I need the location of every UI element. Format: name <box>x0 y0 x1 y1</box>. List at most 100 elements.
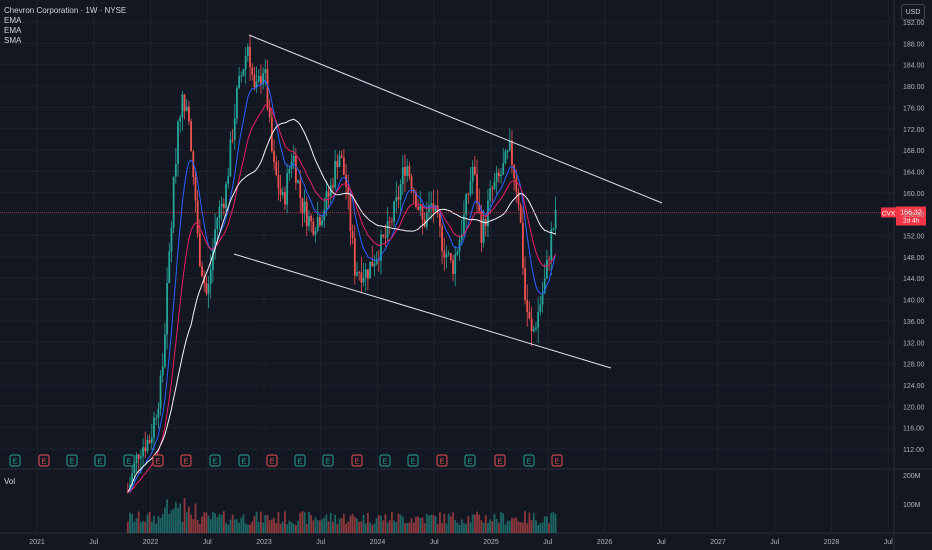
price-label-bg <box>896 206 926 226</box>
earnings-marker[interactable]: E <box>123 454 135 467</box>
volume-bar <box>168 514 171 533</box>
volume-bar <box>196 519 199 533</box>
earnings-marker[interactable]: E <box>152 454 164 467</box>
volume-bar <box>227 524 230 533</box>
volume-bar <box>161 514 164 533</box>
candle-body <box>441 226 444 252</box>
earnings-marker[interactable]: E <box>66 454 78 467</box>
volume-bar <box>266 515 269 533</box>
earnings-marker[interactable]: E <box>379 454 391 467</box>
earnings-marker[interactable]: E <box>266 454 278 467</box>
volume-bar <box>519 522 522 533</box>
candle-body <box>417 206 419 210</box>
volume-bar <box>297 520 299 533</box>
trend-channel[interactable] <box>233 34 663 369</box>
ema-line-1 <box>127 79 557 493</box>
volume-bar <box>428 515 430 533</box>
candle-body <box>502 162 505 175</box>
earnings-marker-label: E <box>13 459 18 466</box>
candle-body <box>135 454 138 464</box>
earnings-marker[interactable]: E <box>494 454 506 467</box>
candle-body <box>297 180 299 183</box>
time-tick-label: Jul <box>770 539 779 546</box>
volume-bar <box>198 524 201 533</box>
volume-bar <box>249 524 251 533</box>
candle-body <box>415 192 417 207</box>
candle-body <box>521 222 524 269</box>
volume-bar <box>515 517 518 533</box>
volume-bar <box>137 511 140 533</box>
volume-bar <box>342 513 345 533</box>
volume-bar <box>454 520 457 533</box>
volume-bar <box>388 520 391 533</box>
candle-body <box>384 236 387 238</box>
earnings-marker[interactable]: E <box>551 454 563 467</box>
volume-bar <box>458 524 461 533</box>
candle-body <box>327 191 330 197</box>
symbol-title[interactable]: Chevron Corporation · 1W · NYSE <box>4 6 127 15</box>
candle-body <box>360 272 363 283</box>
volume-bar <box>347 521 350 533</box>
time-tick-label: Jul <box>203 539 212 546</box>
volume-bar <box>500 511 502 533</box>
candle-body <box>212 249 214 270</box>
indicator-sma[interactable]: SMA <box>4 36 22 45</box>
volume-bar <box>236 519 238 533</box>
volume-bar <box>321 519 323 533</box>
candle-body <box>209 269 212 285</box>
candle-body <box>281 192 284 195</box>
earnings-marker-frame <box>322 454 334 467</box>
earnings-marker[interactable]: E <box>436 454 448 467</box>
candle-body <box>205 283 208 294</box>
earnings-marker[interactable]: E <box>38 454 50 467</box>
candle-body <box>179 117 182 122</box>
candle-body <box>126 491 129 493</box>
candle-body <box>382 234 385 237</box>
earnings-marker[interactable]: E <box>523 454 535 467</box>
volume-bar <box>157 515 160 533</box>
moving-averages <box>127 79 557 493</box>
candle-body <box>260 75 262 85</box>
candle-body <box>246 46 249 56</box>
volume-bar <box>356 518 358 533</box>
volume-bar <box>373 523 376 533</box>
earnings-marker[interactable]: E <box>322 454 334 467</box>
earnings-marker[interactable]: E <box>351 454 363 467</box>
earnings-marker[interactable]: E <box>407 454 419 467</box>
time-tick-label: 2021 <box>29 539 45 546</box>
earnings-marker[interactable]: E <box>180 454 192 467</box>
earnings-marker[interactable]: E <box>464 454 476 467</box>
candle-body <box>504 151 507 163</box>
currency-button[interactable]: USD <box>901 4 925 20</box>
earnings-marker[interactable]: E <box>9 454 21 467</box>
candle-body <box>185 106 188 111</box>
volume-bar <box>209 519 212 533</box>
earnings-marker[interactable]: E <box>294 454 306 467</box>
earnings-marker-frame <box>379 454 391 467</box>
volume-bar <box>419 517 422 533</box>
price-tick-label: 176.00 <box>903 105 925 112</box>
candle-body <box>340 155 343 158</box>
volume-bar <box>205 512 208 533</box>
volume-bar <box>301 511 304 533</box>
volume-bar <box>181 521 184 533</box>
earnings-marker-label: E <box>242 459 247 466</box>
earnings-marker[interactable]: E <box>209 454 221 467</box>
candle-body <box>321 220 323 226</box>
candle-body <box>310 216 313 222</box>
indicator-ema-2[interactable]: EMA <box>4 26 22 35</box>
volume-bar <box>212 512 214 533</box>
candle-body <box>487 200 489 227</box>
earnings-marker[interactable]: E <box>238 454 250 467</box>
volume-bar <box>310 515 313 533</box>
candle-body <box>465 194 468 215</box>
candle-body <box>150 437 153 443</box>
candle-body <box>500 174 502 177</box>
volume-bar <box>303 512 306 533</box>
volume-bar <box>277 512 280 533</box>
indicator-ema-1[interactable]: EMA <box>4 16 22 25</box>
earnings-marker[interactable]: E <box>94 454 106 467</box>
